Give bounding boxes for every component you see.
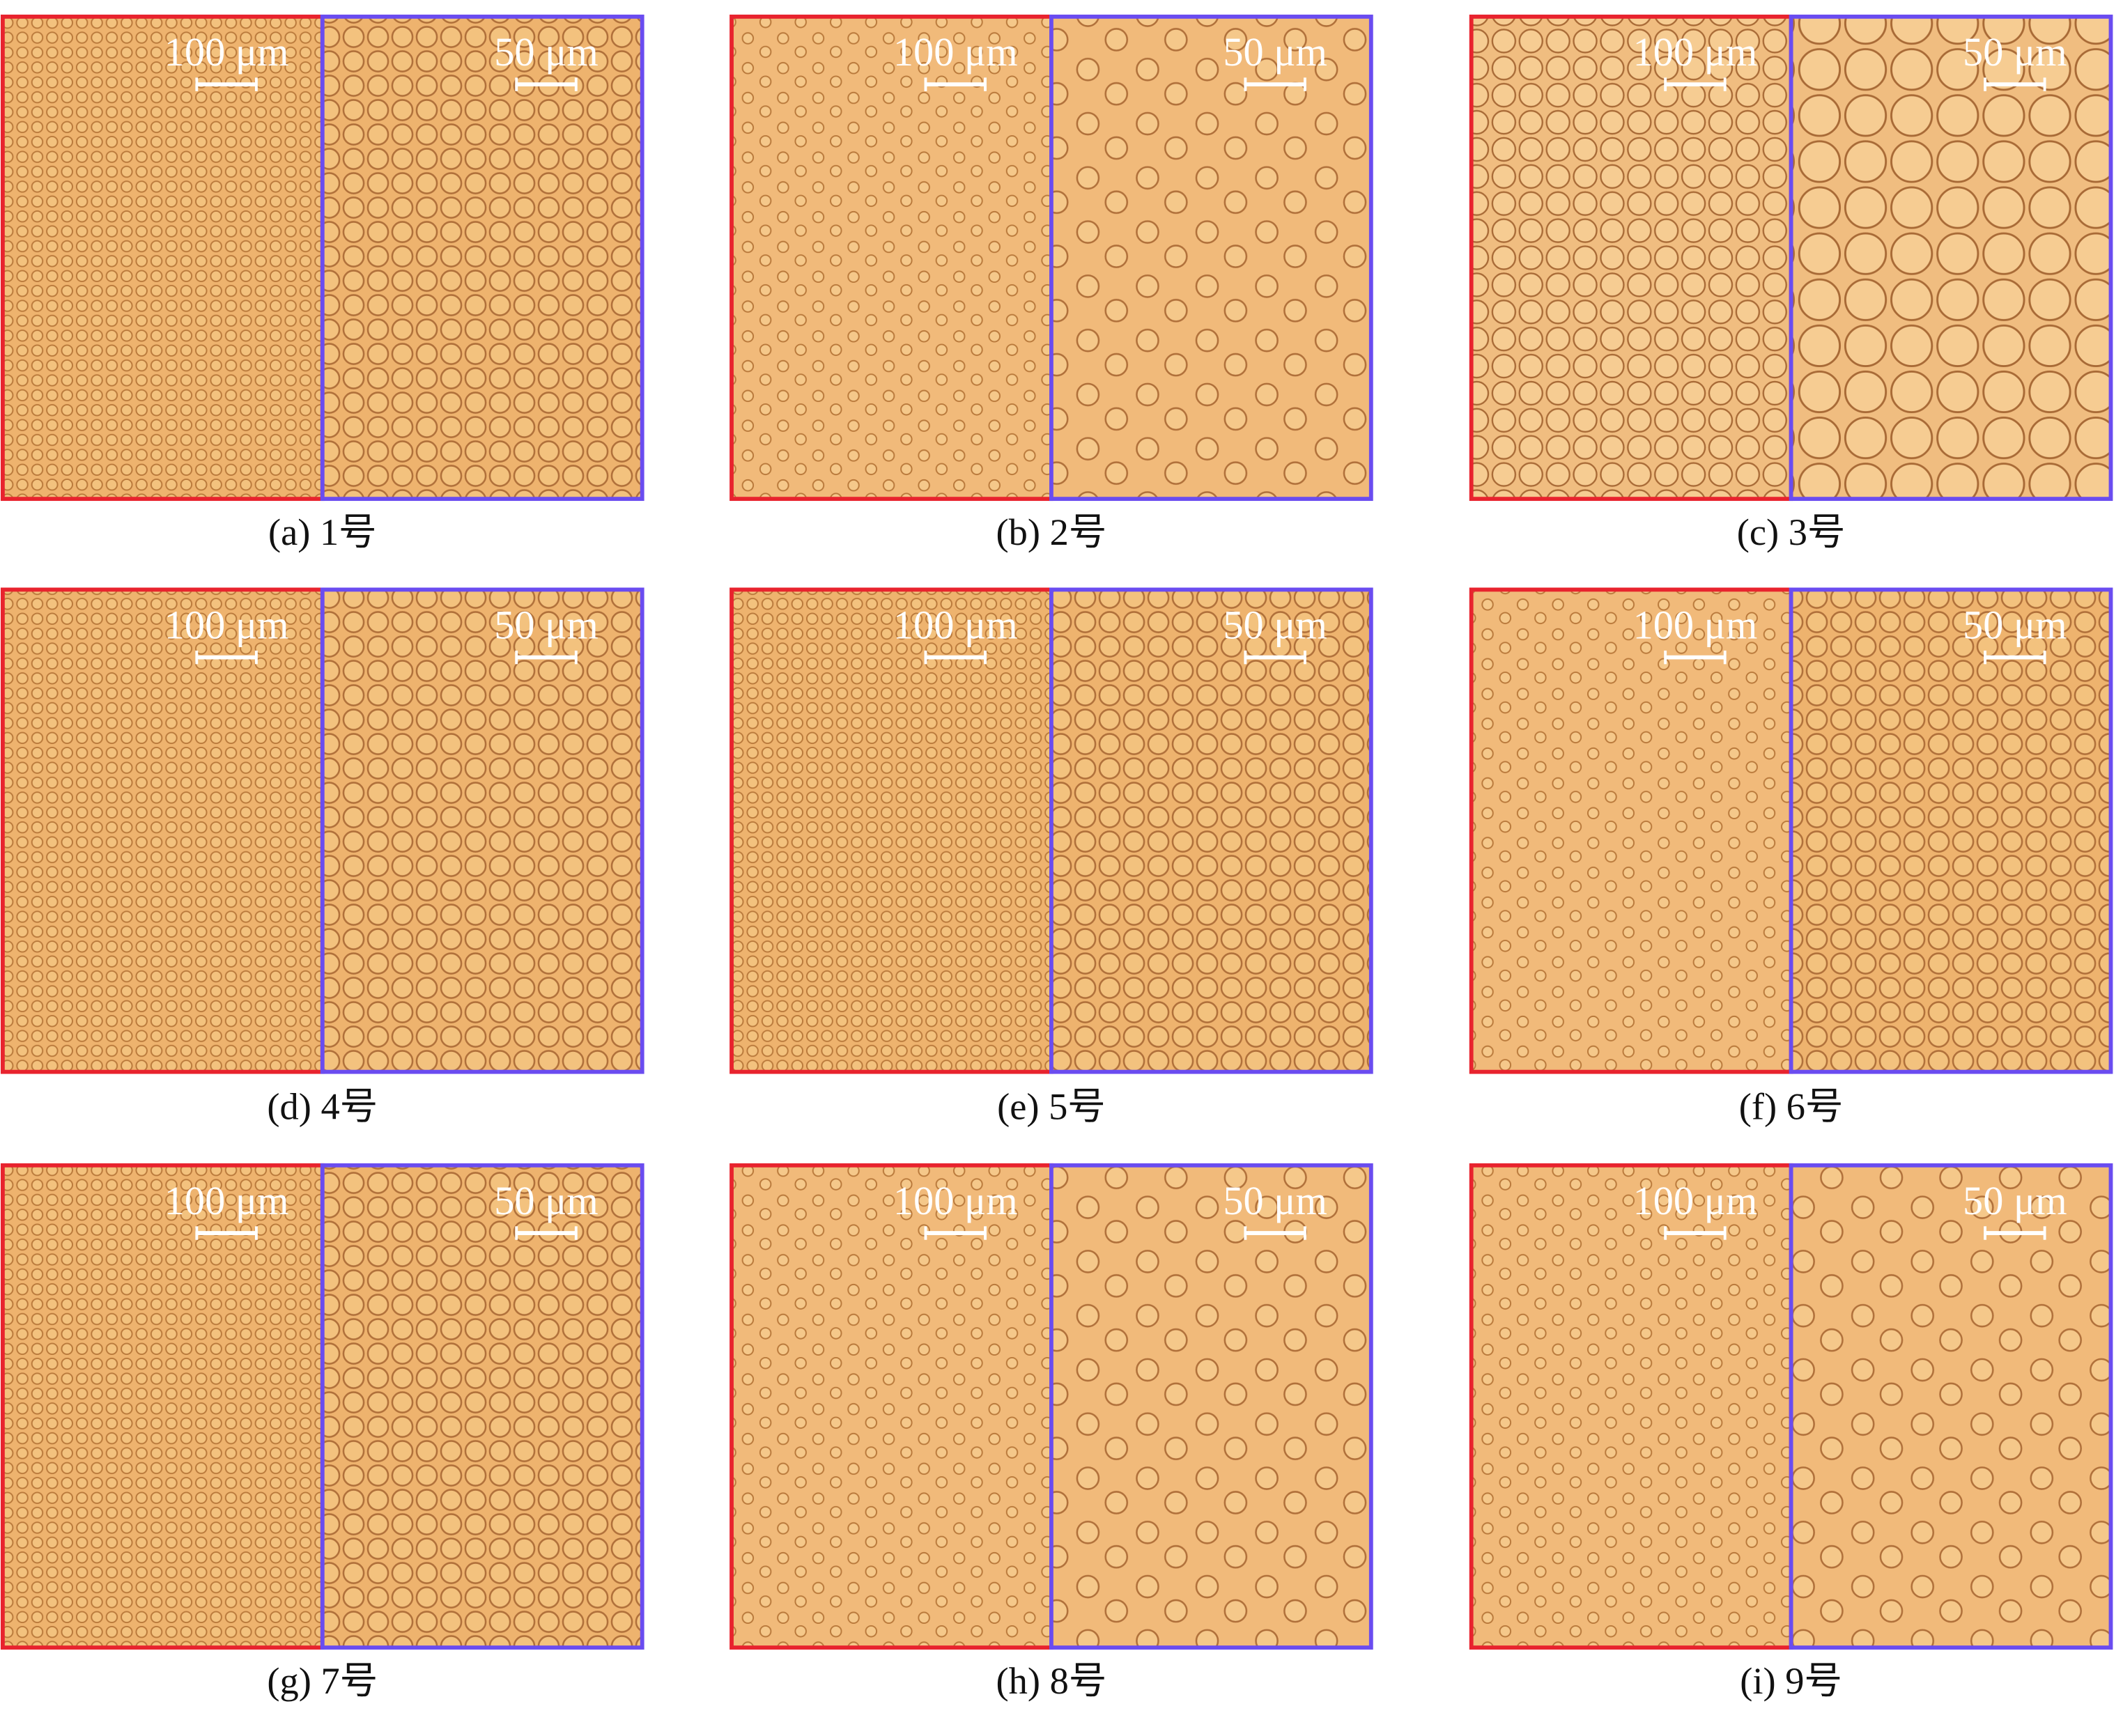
left-micrograph [0, 587, 325, 1074]
scale-bar-label: 100 μm [164, 29, 289, 75]
panel: 100 μm 50 μm (c) 3号 [1469, 14, 2113, 553]
panel: 100 μm 50 μm (e) 5号 [729, 587, 1373, 1128]
right-micrograph [1789, 1163, 2113, 1650]
right-micrograph [320, 1163, 644, 1650]
scale-bar-label: 50 μm [1223, 29, 1327, 75]
left-micrograph [1469, 14, 1793, 502]
panel-caption: (f) 6号 [1739, 1085, 1844, 1128]
panel-caption: (i) 9号 [1740, 1659, 1842, 1702]
panel-caption: (d) 4号 [267, 1085, 378, 1128]
left-micrograph [1469, 587, 1793, 1074]
panel: 100 μm 50 μm (i) 9号 [1469, 1163, 2113, 1702]
left-micrograph [1469, 1163, 1793, 1650]
left-micrograph [729, 1163, 1053, 1650]
scale-bar-label: 50 μm [1963, 29, 2067, 75]
scale-bar-label: 50 μm [1963, 602, 2067, 647]
scale-bar-label: 100 μm [164, 1178, 289, 1223]
panel: 100 μm 50 μm (f) 6号 [1469, 587, 2113, 1128]
scale-bar-label: 100 μm [164, 602, 289, 647]
scale-bar-label: 50 μm [494, 1178, 599, 1223]
panel: 100 μm 50 μm (a) 1号 [0, 14, 644, 553]
left-micrograph [729, 587, 1053, 1074]
left-micrograph [0, 1163, 325, 1650]
scale-bar-label: 50 μm [494, 29, 599, 75]
panel: 100 μm 50 μm (b) 2号 [729, 14, 1373, 553]
panel-caption: (b) 2号 [996, 511, 1107, 553]
scale-bar-label: 100 μm [893, 1178, 1018, 1223]
right-micrograph [1789, 587, 2113, 1074]
left-micrograph [0, 14, 325, 502]
right-micrograph [1049, 14, 1373, 502]
scale-bar-label: 50 μm [1223, 602, 1327, 647]
right-micrograph [1049, 1163, 1373, 1650]
right-micrograph [1049, 587, 1373, 1074]
right-micrograph [1789, 14, 2113, 502]
scale-bar-label: 100 μm [893, 602, 1018, 647]
panel-caption: (c) 3号 [1737, 511, 1846, 553]
scale-bar-label: 100 μm [1633, 602, 1758, 647]
scale-bar-label: 50 μm [494, 602, 599, 647]
panel-caption: (h) 8号 [996, 1659, 1107, 1702]
panel: 100 μm 50 μm (g) 7号 [0, 1163, 644, 1702]
right-micrograph [320, 14, 644, 502]
scale-bar-label: 50 μm [1963, 1178, 2067, 1223]
right-micrograph [320, 587, 644, 1074]
panel: 100 μm 50 μm (d) 4号 [0, 587, 644, 1128]
scale-bar-label: 100 μm [1633, 29, 1758, 75]
panel-caption: (a) 1号 [268, 511, 377, 553]
scale-bar-label: 100 μm [893, 29, 1018, 75]
panel: 100 μm 50 μm (h) 8号 [729, 1163, 1373, 1702]
panel-caption: (e) 5号 [997, 1085, 1106, 1128]
scale-bar-label: 100 μm [1633, 1178, 1758, 1223]
scale-bar-label: 50 μm [1223, 1178, 1327, 1223]
left-micrograph [729, 14, 1053, 502]
panel-caption: (g) 7号 [267, 1659, 378, 1702]
